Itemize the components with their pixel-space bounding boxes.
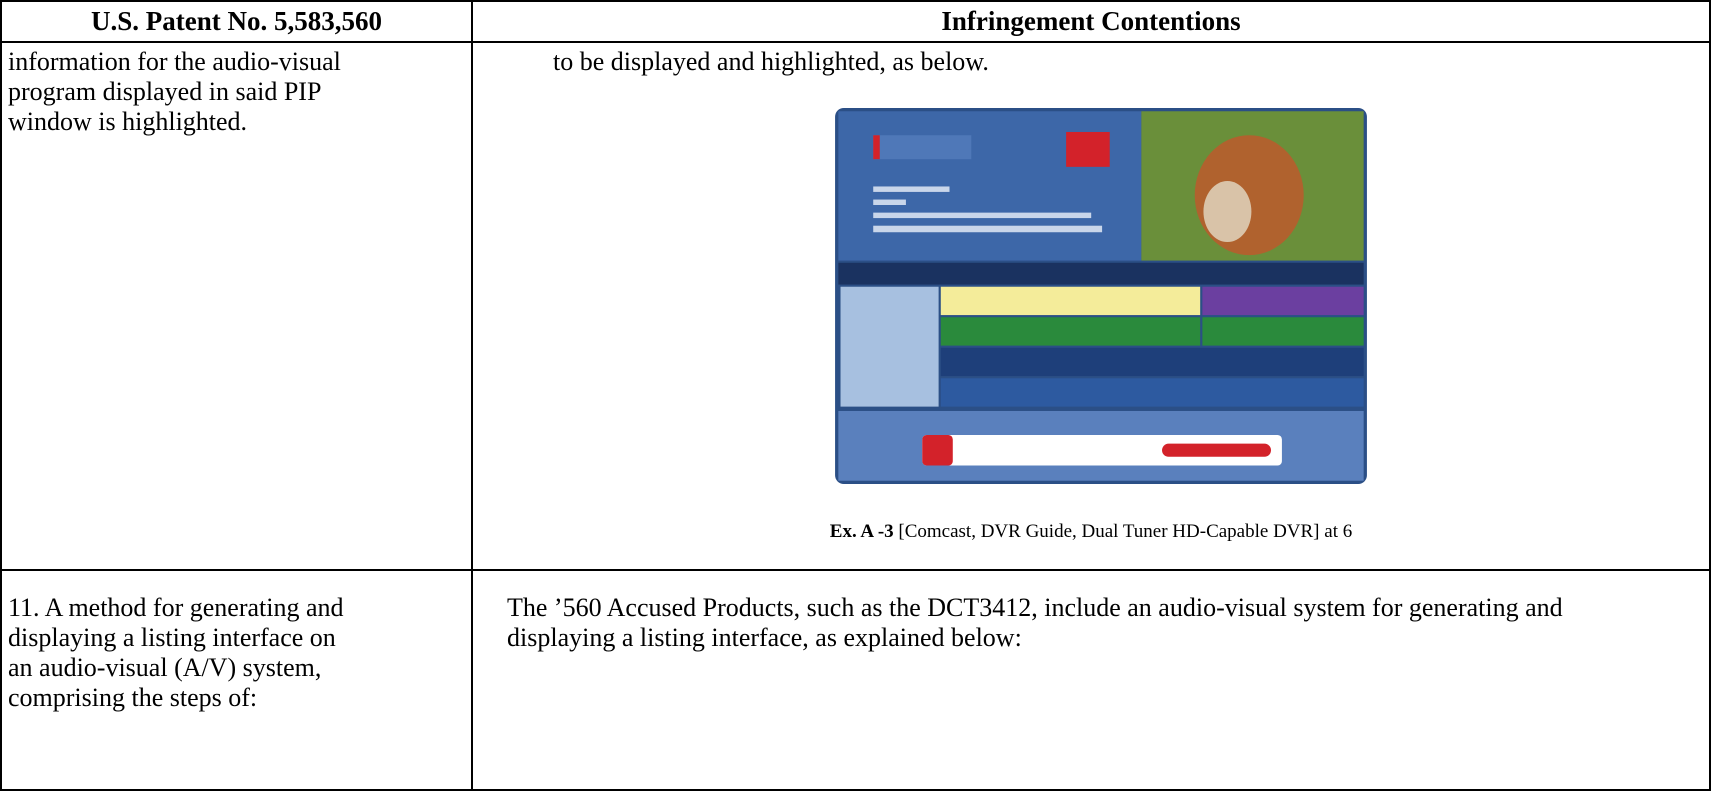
caption-bold: Ex. A -3	[829, 521, 894, 542]
contention-text: to be displayed and highlighted, as belo…	[553, 47, 989, 76]
claim-cell: 11. A method for generating and displayi…	[0, 569, 473, 791]
caption: Ex. A -3 [Comcast, DVR Guide, Dual Tuner…	[473, 521, 1709, 543]
caption-text: [Comcast, DVR Guide, Dual Tuner HD-Capab…	[898, 521, 1353, 542]
header-cell: Infringement Contentions	[471, 0, 1711, 43]
claim-text: 11. A method for generating and displayi…	[8, 593, 344, 712]
contention-cell: to be displayed and highlighted, as belo…	[471, 41, 1711, 571]
header-text: U.S. Patent No. 5,583,560	[91, 6, 382, 36]
screenshot-image	[835, 108, 1367, 484]
contention-text: The ’560 Accused Products, such as the D…	[507, 593, 1563, 652]
claim-cell: information for the audio-visual program…	[0, 41, 473, 571]
contention-cell: The ’560 Accused Products, such as the D…	[471, 569, 1711, 791]
claim-text: information for the audio-visual program…	[8, 47, 341, 136]
header-cell: U.S. Patent No. 5,583,560	[0, 0, 473, 43]
header-text: Infringement Contentions	[941, 6, 1241, 36]
